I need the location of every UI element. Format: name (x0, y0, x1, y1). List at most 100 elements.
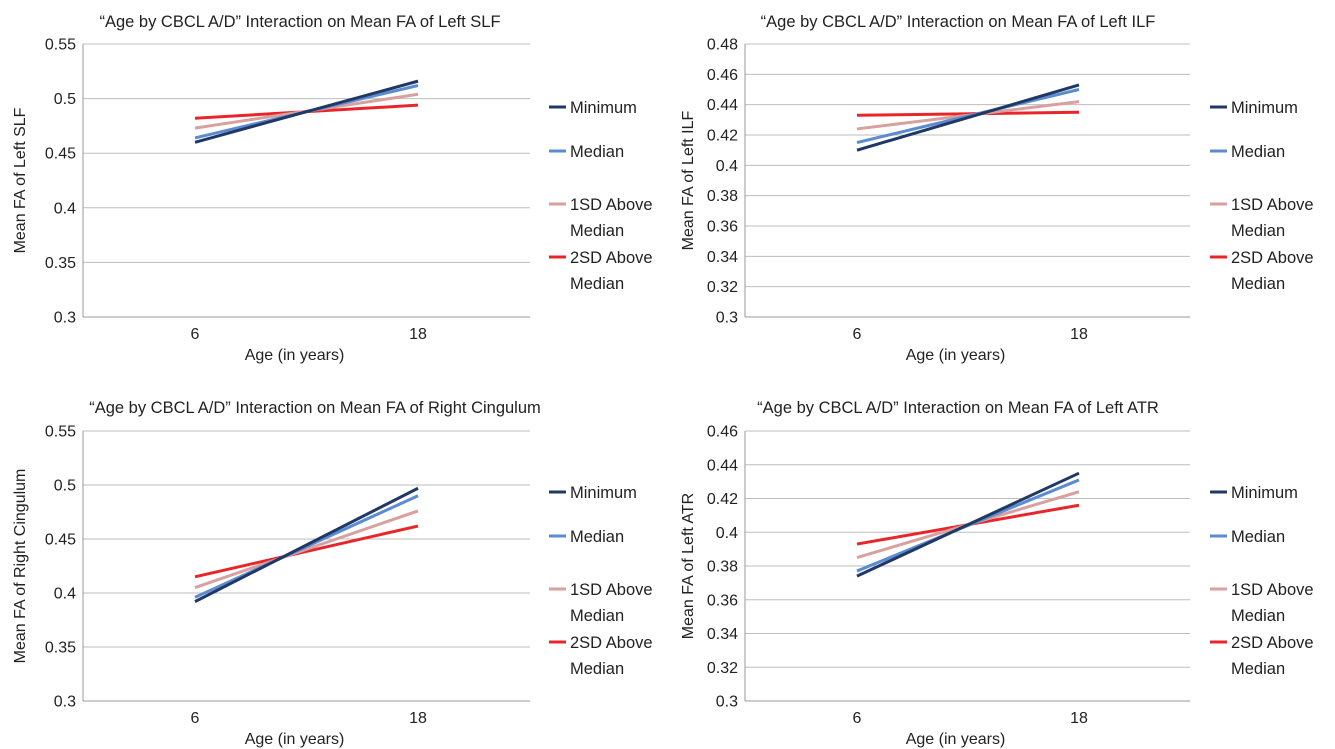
y-tick-label: 0.34 (707, 249, 738, 266)
chart-title: “Age by CBCL A/D” Interaction on Mean FA… (757, 399, 1159, 417)
legend-item: 2SD Above Median (1210, 249, 1314, 293)
chart-panel-1: “Age by CBCL A/D” Interaction on Mean FA… (12, 13, 653, 364)
legend-label: 2SD Above Median (1231, 249, 1314, 293)
x-tick-label: 18 (409, 326, 427, 343)
x-axis-label: Age (in years) (906, 347, 1006, 364)
legend-label-line: 2SD Above (1231, 249, 1314, 267)
y-axis-label: Mean FA of Left ILF (680, 110, 697, 250)
y-tick-label: 0.5 (54, 478, 76, 495)
legend-label-line: 2SD Above (1231, 634, 1314, 652)
chart-panel-3: “Age by CBCL A/D” Interaction on Mean FA… (12, 399, 653, 748)
legend-label-line: Median (570, 222, 624, 240)
y-tick-label: 0.46 (707, 424, 738, 441)
chart-panel-4: “Age by CBCL A/D” Interaction on Mean FA… (680, 399, 1314, 748)
x-axis-label: Age (in years) (245, 347, 345, 364)
legend-item: 2SD Above Median (1210, 634, 1314, 678)
x-tick-label: 6 (853, 326, 862, 343)
legend-item: Median (1210, 143, 1285, 161)
y-tick-label: 0.45 (45, 146, 76, 163)
chart-panel-2: “Age by CBCL A/D” Interaction on Mean FA… (680, 13, 1314, 364)
legend-item: 2SD Above Median (549, 249, 653, 293)
y-tick-label: 0.3 (54, 310, 76, 327)
y-tick-label: 0.48 (707, 37, 738, 54)
chart-title: “Age by CBCL A/D” Interaction on Mean FA… (89, 399, 541, 417)
chart-title: “Age by CBCL A/D” Interaction on Mean FA… (99, 13, 500, 31)
legend-label: Median (570, 143, 624, 161)
y-tick-label: 0.4 (54, 586, 76, 603)
legend-item: Minimum (549, 99, 637, 117)
x-tick-label: 6 (853, 710, 862, 727)
series-line-minimum (194, 79, 419, 144)
x-tick-label: 18 (1070, 326, 1088, 343)
x-tick-label: 6 (191, 326, 200, 343)
legend-label-line: Median (570, 275, 624, 293)
y-tick-label: 0.32 (707, 279, 738, 296)
legend-label: 1SD Above Median (570, 581, 653, 625)
legend-label: Median (570, 528, 624, 546)
x-tick-label: 18 (409, 710, 427, 727)
y-tick-label: 0.55 (45, 424, 76, 441)
legend-label: Minimum (570, 484, 637, 502)
legend-label-line: Median (570, 607, 624, 625)
x-axis-label: Age (in years) (906, 731, 1006, 748)
y-tick-label: 0.4 (54, 200, 76, 217)
y-tick-label: 0.44 (707, 457, 738, 474)
legend-item: 1SD Above Median (1210, 196, 1314, 240)
y-axis-label: Mean FA of Left ATR (680, 493, 697, 639)
legend-label: Median (1231, 528, 1285, 546)
legend-item: Median (1210, 528, 1285, 546)
legend-label: 2SD Above Median (570, 634, 653, 678)
y-tick-label: 0.34 (707, 626, 738, 643)
y-tick-label: 0.35 (45, 255, 76, 272)
y-tick-label: 0.36 (707, 219, 738, 236)
legend-label: Median (1231, 143, 1285, 161)
y-tick-label: 0.5 (54, 91, 76, 108)
legend-item: Minimum (1210, 99, 1298, 117)
y-tick-label: 0.4 (716, 525, 738, 542)
legend-item: Median (549, 528, 624, 546)
legend-label-line: 1SD Above (1231, 196, 1314, 214)
y-tick-label: 0.4 (716, 158, 738, 175)
series-line-2sd-above-median (194, 524, 419, 579)
legend-label-line: Median (1231, 660, 1285, 678)
y-tick-label: 0.3 (54, 694, 76, 711)
y-tick-label: 0.42 (707, 128, 738, 145)
x-axis-label: Age (in years) (245, 731, 345, 748)
x-tick-label: 18 (1070, 710, 1088, 727)
legend-label: Minimum (1231, 484, 1298, 502)
legend-label-line: 2SD Above (570, 634, 653, 652)
legend-label-line: Median (1231, 607, 1285, 625)
legend-label: 2SD Above Median (1231, 634, 1314, 678)
legend-label: Minimum (1231, 99, 1298, 117)
legend-item: Median (549, 143, 624, 161)
y-tick-label: 0.46 (707, 67, 738, 84)
series-line-minimum (856, 83, 1080, 152)
y-tick-label: 0.42 (707, 491, 738, 508)
y-tick-label: 0.55 (45, 37, 76, 54)
chart-title: “Age by CBCL A/D” Interaction on Mean FA… (761, 13, 1156, 31)
series-line-minimum (194, 486, 419, 603)
legend-item: 1SD Above Median (549, 581, 653, 625)
legend-label: 1SD Above Median (570, 196, 653, 240)
legend-item: Minimum (1210, 484, 1298, 502)
series-line-minimum (856, 471, 1080, 578)
y-tick-label: 0.32 (707, 660, 738, 677)
legend-label: 2SD Above Median (570, 249, 653, 293)
legend-label-line: Median (1231, 275, 1285, 293)
legend-label-line: Median (570, 660, 624, 678)
y-tick-label: 0.3 (716, 310, 738, 327)
legend-label-line: 1SD Above (570, 196, 653, 214)
legend-label: Minimum (570, 99, 637, 117)
legend-item: Minimum (549, 484, 637, 502)
legend-label: 1SD Above Median (1231, 581, 1314, 625)
y-tick-label: 0.45 (45, 532, 76, 549)
x-tick-label: 6 (191, 710, 200, 727)
legend-label: 1SD Above Median (1231, 196, 1314, 240)
legend-label-line: Median (1231, 222, 1285, 240)
y-tick-label: 0.38 (707, 559, 738, 576)
series-line-2sd-above-median (856, 110, 1080, 117)
y-axis-label: Mean FA of Left SLF (12, 107, 29, 253)
legend-label-line: 2SD Above (570, 249, 653, 267)
y-tick-label: 0.3 (716, 694, 738, 711)
